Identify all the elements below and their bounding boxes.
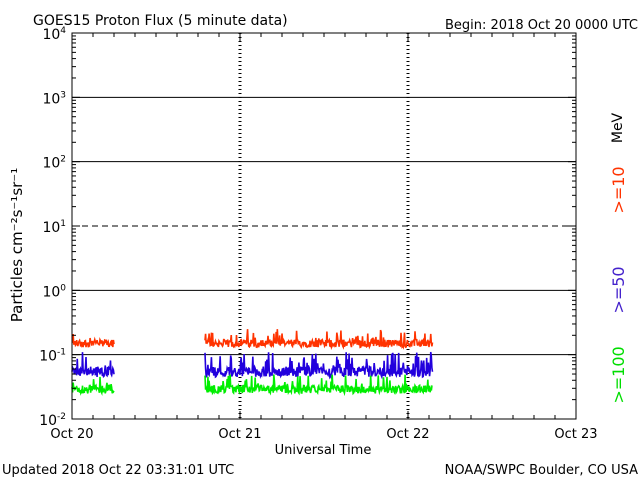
x-tick-label: Oct 21 — [218, 427, 261, 442]
credit-label: NOAA/SWPC Boulder, CO USA — [445, 463, 638, 478]
series-line-2-segment-1 — [204, 374, 433, 397]
y-tick-label: 100 — [42, 283, 66, 300]
grid — [72, 33, 576, 419]
x-axis-label: Universal Time — [275, 443, 372, 458]
legend: MeV >=10 >=50 >=100 — [609, 112, 628, 403]
x-tick-label: Oct 23 — [554, 427, 597, 442]
series-group — [71, 329, 434, 397]
series-line-0-segment-1 — [204, 329, 434, 351]
series-line-1-segment-0 — [71, 352, 115, 378]
y-tick-label: 104 — [42, 26, 66, 43]
updated-label: Updated 2018 Oct 22 03:31:01 UTC — [2, 463, 234, 478]
y-tick-label: 101 — [42, 219, 66, 236]
chart-title: GOES15 Proton Flux (5 minute data) — [33, 13, 288, 29]
legend-series-100: >=100 — [609, 346, 628, 403]
x-tick-label: Oct 22 — [386, 427, 429, 442]
y-axis: 10-2 10-1 100 101 102 103 104 — [39, 26, 576, 429]
y-tick-label: 102 — [42, 155, 66, 172]
y-tick-label: 10-2 — [39, 412, 66, 429]
y-tick-label: 103 — [42, 90, 66, 107]
legend-series-50: >=50 — [609, 266, 628, 313]
legend-units: MeV — [610, 112, 626, 143]
legend-series-10: >=10 — [609, 166, 628, 213]
x-tick-label: Oct 20 — [50, 427, 93, 442]
series-line-2-segment-0 — [71, 376, 115, 397]
series-line-1-segment-1 — [204, 351, 434, 380]
x-axis: Oct 20 Oct 21 Oct 22 Oct 23 — [50, 33, 598, 442]
series-line-0-segment-0 — [71, 333, 115, 349]
begin-label: Begin: 2018 Oct 20 0000 UTC — [445, 18, 638, 33]
y-axis-label: Particles cm⁻²s⁻¹sr⁻¹ — [8, 168, 26, 322]
y-tick-label: 10-1 — [39, 348, 66, 365]
